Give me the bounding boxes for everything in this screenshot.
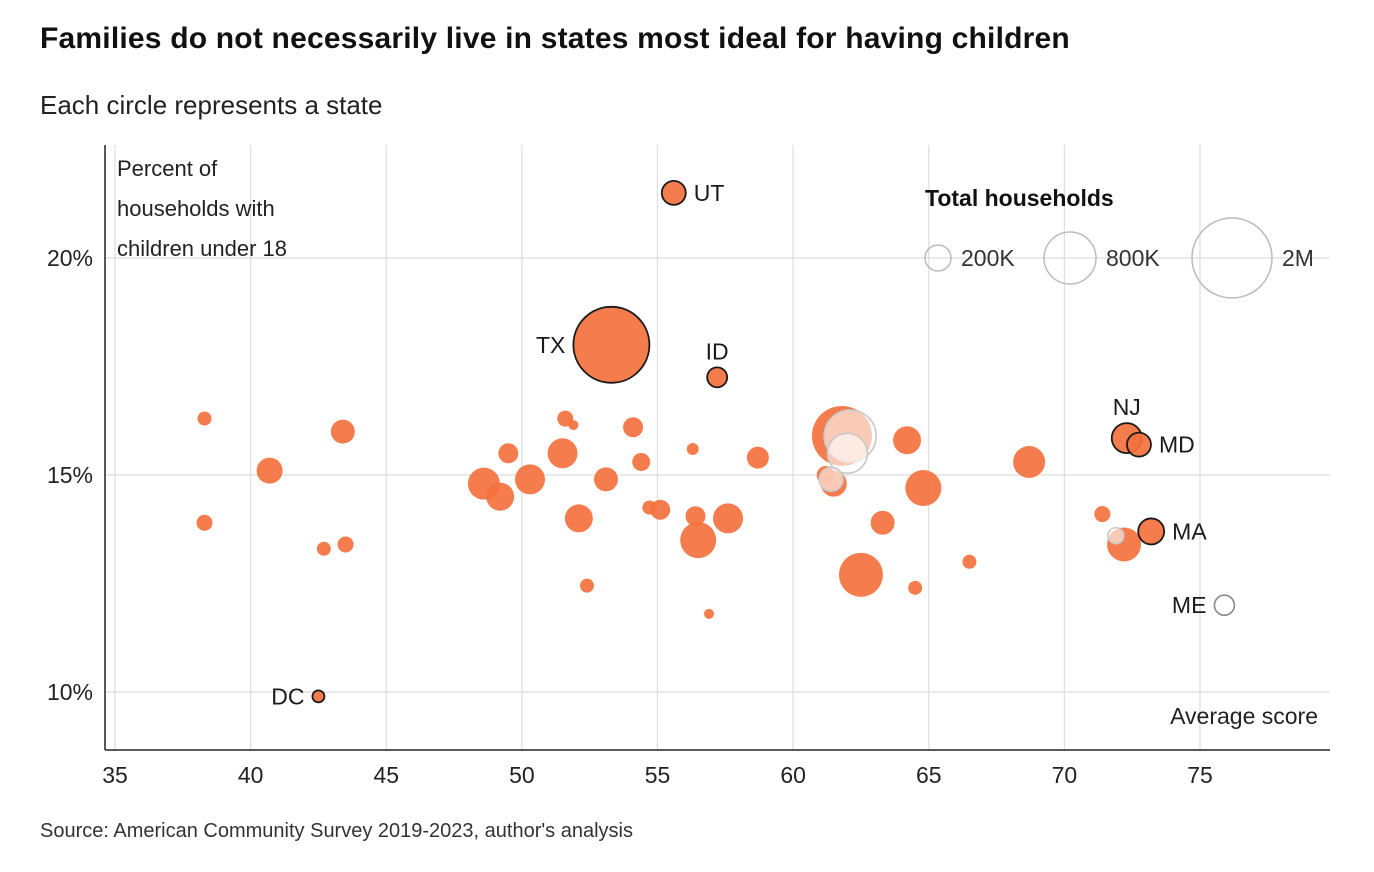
- legend-circle: [1043, 231, 1097, 285]
- x-tick-label: 45: [373, 762, 399, 788]
- source-note: Source: American Community Survey 2019-2…: [40, 820, 633, 842]
- data-point: [515, 464, 546, 495]
- chart-title: Families do not necessarily live in stat…: [40, 22, 1070, 55]
- data-point: [685, 506, 706, 527]
- data-point: [746, 446, 769, 469]
- data-point: [568, 420, 579, 431]
- x-tick-label: 70: [1052, 762, 1078, 788]
- x-tick-label: 50: [509, 762, 535, 788]
- data-point: [197, 411, 212, 426]
- legend-title: Total households: [925, 185, 1114, 211]
- data-point: [1013, 445, 1046, 478]
- data-point: [1137, 517, 1166, 546]
- x-tick-label: 65: [916, 762, 942, 788]
- chart-subtitle: Each circle represents a state: [40, 90, 383, 120]
- data-point: [486, 482, 515, 511]
- data-point: [870, 510, 895, 535]
- data-point: [905, 470, 942, 507]
- state-label: DC: [271, 683, 304, 709]
- x-tick-label: 55: [645, 762, 671, 788]
- y-tick-label: 10%: [47, 679, 93, 705]
- y-tick-label: 15%: [47, 462, 93, 488]
- state-label: NJ: [1113, 394, 1141, 420]
- legend-circle: [1191, 217, 1273, 299]
- data-point: [330, 419, 355, 444]
- data-point: [713, 503, 744, 534]
- data-point: [962, 554, 977, 569]
- data-point: [660, 179, 687, 206]
- data-point: [650, 499, 671, 520]
- data-point: [593, 467, 618, 492]
- data-point: [311, 689, 326, 704]
- legend-label: 200K: [961, 245, 1015, 271]
- state-label: UT: [694, 180, 725, 206]
- data-point: [826, 432, 869, 475]
- data-point: [632, 452, 651, 471]
- data-point: [1094, 506, 1111, 523]
- data-point: [680, 522, 717, 559]
- data-point: [196, 514, 213, 531]
- data-point: [256, 457, 283, 484]
- data-point: [686, 442, 699, 455]
- x-tick-label: 60: [780, 762, 806, 788]
- data-point: [623, 417, 644, 438]
- data-point: [572, 305, 651, 384]
- data-point: [564, 504, 593, 533]
- state-label: ME: [1172, 592, 1207, 618]
- x-tick-label: 40: [238, 762, 264, 788]
- x-tick-label: 75: [1187, 762, 1213, 788]
- y-axis-caption: Percent of: [117, 156, 218, 181]
- y-axis-caption: households with: [117, 196, 275, 221]
- data-point: [337, 536, 354, 553]
- data-point: [547, 438, 578, 469]
- data-point: [704, 608, 715, 619]
- legend-label: 2M: [1282, 245, 1314, 271]
- state-label: TX: [536, 332, 565, 358]
- data-point: [1107, 526, 1125, 545]
- data-point: [316, 541, 331, 556]
- state-label: MD: [1159, 432, 1195, 458]
- x-axis-caption: Average score: [1170, 703, 1318, 729]
- data-point: [1213, 594, 1236, 617]
- data-point: [498, 443, 519, 464]
- data-point: [838, 552, 883, 597]
- state-label: MA: [1172, 518, 1207, 544]
- data-point: [706, 366, 729, 389]
- legend-label: 800K: [1106, 245, 1160, 271]
- state-label: ID: [706, 338, 729, 364]
- y-axis-caption: children under 18: [117, 236, 287, 261]
- data-point: [579, 578, 594, 593]
- data-point: [818, 466, 844, 493]
- legend-circle: [924, 244, 952, 272]
- x-tick-label: 35: [102, 762, 128, 788]
- y-tick-label: 20%: [47, 245, 93, 271]
- data-point: [908, 580, 923, 595]
- data-point: [1126, 431, 1152, 458]
- data-point: [893, 426, 922, 455]
